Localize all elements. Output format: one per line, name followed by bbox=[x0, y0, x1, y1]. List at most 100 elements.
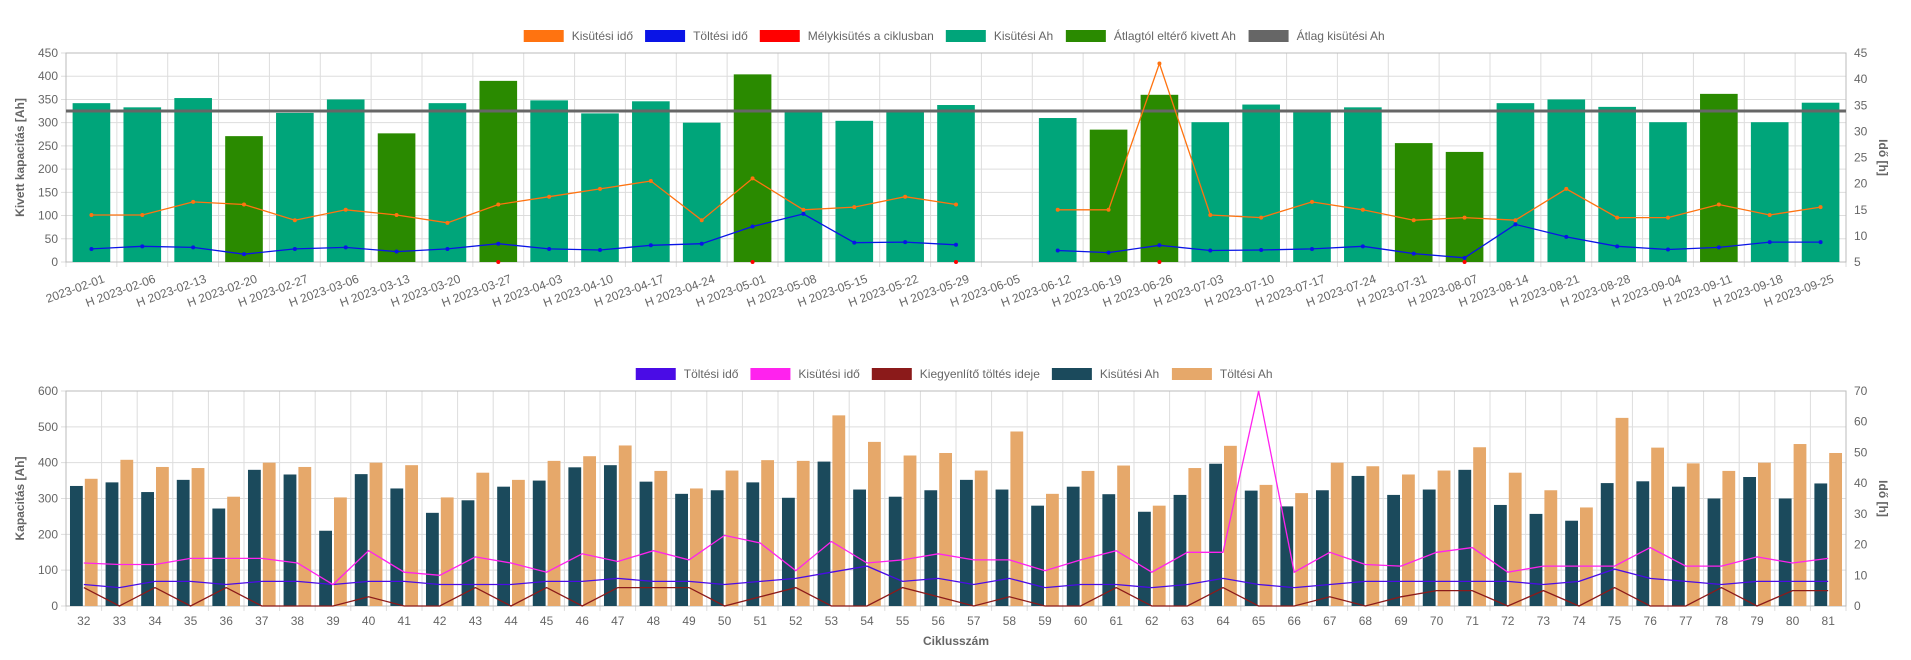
discharge-ah-bar bbox=[568, 467, 582, 606]
charge-ah-bar bbox=[654, 470, 668, 606]
discharge-time-line-point bbox=[852, 205, 857, 210]
charge-ah-bar bbox=[405, 465, 419, 606]
discharge-ah-bar bbox=[639, 481, 653, 606]
legend-label: Kisütési Ah bbox=[1100, 367, 1159, 381]
discharge-ah-bar bbox=[390, 488, 404, 606]
charge-ah-bar bbox=[1437, 470, 1451, 606]
charge-time-line-point bbox=[1310, 246, 1314, 251]
charge-ah-bar bbox=[796, 460, 810, 606]
discharge-ah-bar bbox=[532, 480, 546, 606]
y-right-tick-label: 40 bbox=[1854, 476, 1868, 490]
legend-label: Átlag kisütési Ah bbox=[1297, 28, 1385, 43]
discharge-ah-bar bbox=[1351, 475, 1365, 606]
x-tick-label: 64 bbox=[1216, 614, 1230, 628]
y-left-axis-title: Kapacitás [Ah] bbox=[13, 456, 27, 540]
legend-swatch bbox=[750, 368, 791, 380]
discharge-ah-bar bbox=[247, 469, 261, 606]
deviating-ah-bar bbox=[225, 136, 263, 262]
x-tick-label: 65 bbox=[1252, 614, 1266, 628]
charge-ah-bar bbox=[1224, 445, 1237, 606]
x-tick-label: 44 bbox=[504, 614, 518, 628]
discharge-ah-bar bbox=[1649, 122, 1687, 262]
discharge-time-line-point bbox=[1767, 212, 1772, 217]
discharge-ah-bar bbox=[1636, 481, 1650, 606]
discharge-ah-bar bbox=[784, 110, 823, 262]
discharge-ah-bar bbox=[682, 122, 721, 263]
y-left-tick-label: 0 bbox=[51, 599, 58, 613]
deviating-ah-bar bbox=[479, 80, 518, 262]
weekly-capacity-chart: Kisütési idő Töltési idő Mélykisütés a cik… bbox=[13, 28, 1890, 310]
charge-time-line-point bbox=[445, 246, 450, 251]
x-tick-label: 67 bbox=[1323, 614, 1337, 628]
legend-swatch bbox=[1248, 30, 1289, 42]
discharge-time-line-point bbox=[445, 220, 450, 225]
charge-time-line-point bbox=[1716, 245, 1721, 250]
charge-ah-bar bbox=[832, 415, 846, 606]
charge-time-line-point bbox=[140, 244, 145, 249]
discharge-ah-bar bbox=[1066, 486, 1080, 606]
y-right-tick-label: 5 bbox=[1854, 255, 1861, 269]
x-tick-label: 35 bbox=[184, 614, 198, 628]
x-tick-label: 43 bbox=[469, 614, 483, 628]
charge-ah-bar bbox=[1544, 490, 1558, 606]
x-tick-label: 49 bbox=[682, 614, 696, 628]
charge-ah-bar bbox=[1686, 463, 1700, 606]
y-left-tick-label: 150 bbox=[38, 185, 58, 199]
discharge-ah-bar bbox=[1422, 489, 1436, 606]
x-tick-label: 63 bbox=[1181, 614, 1195, 628]
x-tick-label: 58 bbox=[1003, 614, 1017, 628]
x-tick-label: 73 bbox=[1537, 614, 1551, 628]
x-tick-label: 60 bbox=[1074, 614, 1088, 628]
x-tick-label: 72 bbox=[1501, 614, 1515, 628]
charge-ah-bar bbox=[725, 470, 739, 606]
charge-time-line-point bbox=[1666, 247, 1670, 252]
deviating-ah-bar bbox=[1089, 129, 1128, 262]
charge-ah-bar bbox=[1010, 431, 1024, 606]
discharge-ah-bar bbox=[1743, 477, 1756, 606]
charge-ah-bar bbox=[1651, 447, 1665, 606]
charge-ah-bar bbox=[1615, 417, 1629, 606]
discharge-time-line-point bbox=[1157, 61, 1162, 66]
x-tick-label: 38 bbox=[291, 614, 305, 628]
discharge-time-line-point bbox=[1462, 215, 1467, 220]
x-tick-label: 39 bbox=[326, 614, 340, 628]
discharge-ah-bar bbox=[176, 479, 190, 606]
y-right-tick-label: 45 bbox=[1854, 46, 1868, 60]
y-left-tick-label: 500 bbox=[38, 420, 58, 434]
equalizing-time-line bbox=[83, 586, 1829, 607]
legend-label: Kisütési idő bbox=[798, 367, 860, 381]
discharge-time-line-point bbox=[1615, 215, 1620, 220]
x-tick-label: 56 bbox=[932, 614, 946, 628]
discharge-time-line-point bbox=[89, 212, 94, 217]
charge-ah-bar bbox=[903, 455, 917, 606]
x-tick-label: 71 bbox=[1466, 614, 1480, 628]
charge-time-line-point bbox=[852, 240, 857, 245]
y-left-tick-label: 100 bbox=[38, 563, 58, 577]
y-right-axis-title: Idő [h] bbox=[1876, 480, 1890, 517]
discharge-time-line-point bbox=[242, 202, 246, 207]
charge-ah-bar bbox=[440, 497, 454, 606]
discharge-ah-bar bbox=[1031, 505, 1044, 606]
discharge-ah-bar bbox=[1191, 122, 1230, 262]
x-tick-label: 77 bbox=[1679, 614, 1693, 628]
charge-time-line-point bbox=[1767, 240, 1772, 245]
discharge-time-line-point bbox=[598, 186, 602, 191]
discharge-ah-bar bbox=[461, 500, 475, 606]
x-tick-label: 50 bbox=[718, 614, 732, 628]
discharge-time-line-point bbox=[496, 202, 501, 207]
charge-ah-bar bbox=[334, 497, 347, 606]
x-tick-label: 80 bbox=[1786, 614, 1800, 628]
deviating-ah-bar bbox=[1700, 93, 1738, 262]
charge-time-line-point bbox=[89, 246, 94, 251]
discharge-ah-bar bbox=[174, 98, 212, 262]
charge-time-line-point bbox=[1208, 248, 1213, 253]
charge-ah-bar bbox=[1330, 462, 1344, 606]
y-left-tick-label: 200 bbox=[38, 527, 58, 541]
discharge-time-line-point bbox=[903, 194, 908, 199]
x-tick-label: 74 bbox=[1572, 614, 1586, 628]
charge-ah-bar bbox=[1793, 444, 1807, 606]
discharge-ah-bar bbox=[1280, 506, 1294, 606]
discharge-ah-bar bbox=[603, 465, 617, 606]
x-tick-label: 52 bbox=[789, 614, 803, 628]
discharge-time-line bbox=[91, 177, 957, 224]
